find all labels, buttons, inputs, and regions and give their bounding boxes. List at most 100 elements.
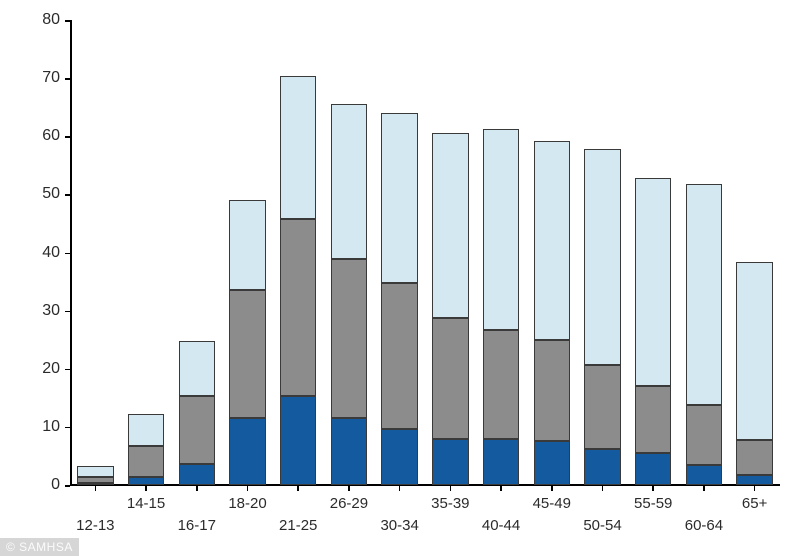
y-tick-label: 10 <box>20 418 60 436</box>
bar-segment-mid <box>77 477 114 483</box>
bar-segment-mid <box>534 340 571 442</box>
x-tick-mark <box>754 485 756 491</box>
y-tick-mark <box>65 311 70 313</box>
watermark-text: © SAMHSA <box>6 540 73 554</box>
y-tick-label: 60 <box>20 127 60 145</box>
y-tick-label: 50 <box>20 185 60 203</box>
bar-segment-dark <box>534 441 571 485</box>
bar <box>229 200 266 485</box>
bar <box>280 76 317 485</box>
x-tick-mark <box>703 485 705 491</box>
bar-segment-mid <box>179 396 216 464</box>
x-tick-label: 50-54 <box>583 517 621 534</box>
x-tick-mark <box>297 485 299 491</box>
bar-segment-light <box>179 341 216 395</box>
bar <box>686 184 723 485</box>
bar-segment-light <box>635 178 672 386</box>
x-tick-mark <box>450 485 452 491</box>
y-tick-mark <box>65 194 70 196</box>
plot-area: 0102030405060708012-1314-1516-1718-2021-… <box>70 20 780 485</box>
y-tick-label: 80 <box>20 11 60 29</box>
bar <box>534 141 571 485</box>
y-tick-mark <box>65 485 70 487</box>
bar-segment-mid <box>280 219 317 396</box>
x-tick-mark <box>500 485 502 491</box>
bar-segment-mid <box>229 290 266 418</box>
bar-segment-dark <box>483 439 520 485</box>
bar-segment-light <box>483 129 520 330</box>
bar-segment-dark <box>280 396 317 485</box>
y-tick-mark <box>65 20 70 22</box>
bar-segment-light <box>229 200 266 291</box>
bar <box>635 178 672 485</box>
y-tick-label: 40 <box>20 244 60 262</box>
x-tick-mark <box>247 485 249 491</box>
x-tick-label: 18-20 <box>228 495 266 512</box>
x-tick-label: 40-44 <box>482 517 520 534</box>
y-tick-label: 30 <box>20 302 60 320</box>
x-tick-mark <box>399 485 401 491</box>
bar-segment-dark <box>635 453 672 485</box>
bar <box>432 133 469 485</box>
bar-segment-dark <box>179 464 216 486</box>
x-tick-mark <box>602 485 604 491</box>
bar-segment-light <box>534 141 571 339</box>
y-tick-mark <box>65 427 70 429</box>
bar <box>736 262 773 485</box>
x-tick-label: 14-15 <box>127 495 165 512</box>
bar-segment-mid <box>736 440 773 474</box>
bar <box>381 113 418 485</box>
x-axis-line <box>70 484 780 486</box>
bar-segment-light <box>432 133 469 318</box>
y-tick-mark <box>65 78 70 80</box>
bar-segment-light <box>128 414 165 447</box>
x-tick-mark <box>348 485 350 491</box>
bar <box>584 149 621 485</box>
bar <box>483 129 520 485</box>
bar-segment-light <box>381 113 418 283</box>
bar <box>331 104 368 485</box>
watermark: © SAMHSA <box>0 538 79 556</box>
bar-segment-dark <box>229 418 266 485</box>
bar-segment-light <box>686 184 723 405</box>
y-tick-mark <box>65 369 70 371</box>
bar-segment-light <box>77 466 114 477</box>
y-tick-label: 70 <box>20 69 60 87</box>
bar <box>128 414 165 485</box>
bar-segment-dark <box>584 449 621 485</box>
bar-segment-light <box>280 76 317 219</box>
x-tick-label: 65+ <box>742 495 767 512</box>
y-tick-label: 20 <box>20 360 60 378</box>
bar-segment-light <box>736 262 773 440</box>
bar-segment-light <box>584 149 621 365</box>
x-tick-label: 60-64 <box>685 517 723 534</box>
x-tick-mark <box>145 485 147 491</box>
x-tick-label: 30-34 <box>380 517 418 534</box>
x-tick-label: 35-39 <box>431 495 469 512</box>
bar-segment-mid <box>331 259 368 417</box>
bar-segment-mid <box>128 446 165 477</box>
bar-segment-mid <box>686 405 723 465</box>
bar-segment-dark <box>331 418 368 485</box>
y-tick-mark <box>65 253 70 255</box>
x-tick-label: 55-59 <box>634 495 672 512</box>
x-tick-label: 16-17 <box>178 517 216 534</box>
x-tick-label: 26-29 <box>330 495 368 512</box>
bar-segment-mid <box>635 386 672 453</box>
bar <box>77 466 114 485</box>
x-tick-mark <box>551 485 553 491</box>
chart-container: 0102030405060708012-1314-1516-1718-2021-… <box>0 0 800 556</box>
bar-segment-dark <box>128 477 165 485</box>
y-tick-mark <box>65 136 70 138</box>
bar-segment-dark <box>432 439 469 486</box>
x-tick-label: 45-49 <box>533 495 571 512</box>
bar <box>179 341 216 485</box>
y-axis-line <box>70 20 72 485</box>
y-tick-label: 0 <box>20 476 60 494</box>
x-tick-mark <box>196 485 198 491</box>
x-tick-mark <box>95 485 97 491</box>
bar-segment-mid <box>584 365 621 449</box>
x-tick-label: 12-13 <box>76 517 114 534</box>
bar-segment-light <box>331 104 368 260</box>
bar-segment-mid <box>432 318 469 438</box>
